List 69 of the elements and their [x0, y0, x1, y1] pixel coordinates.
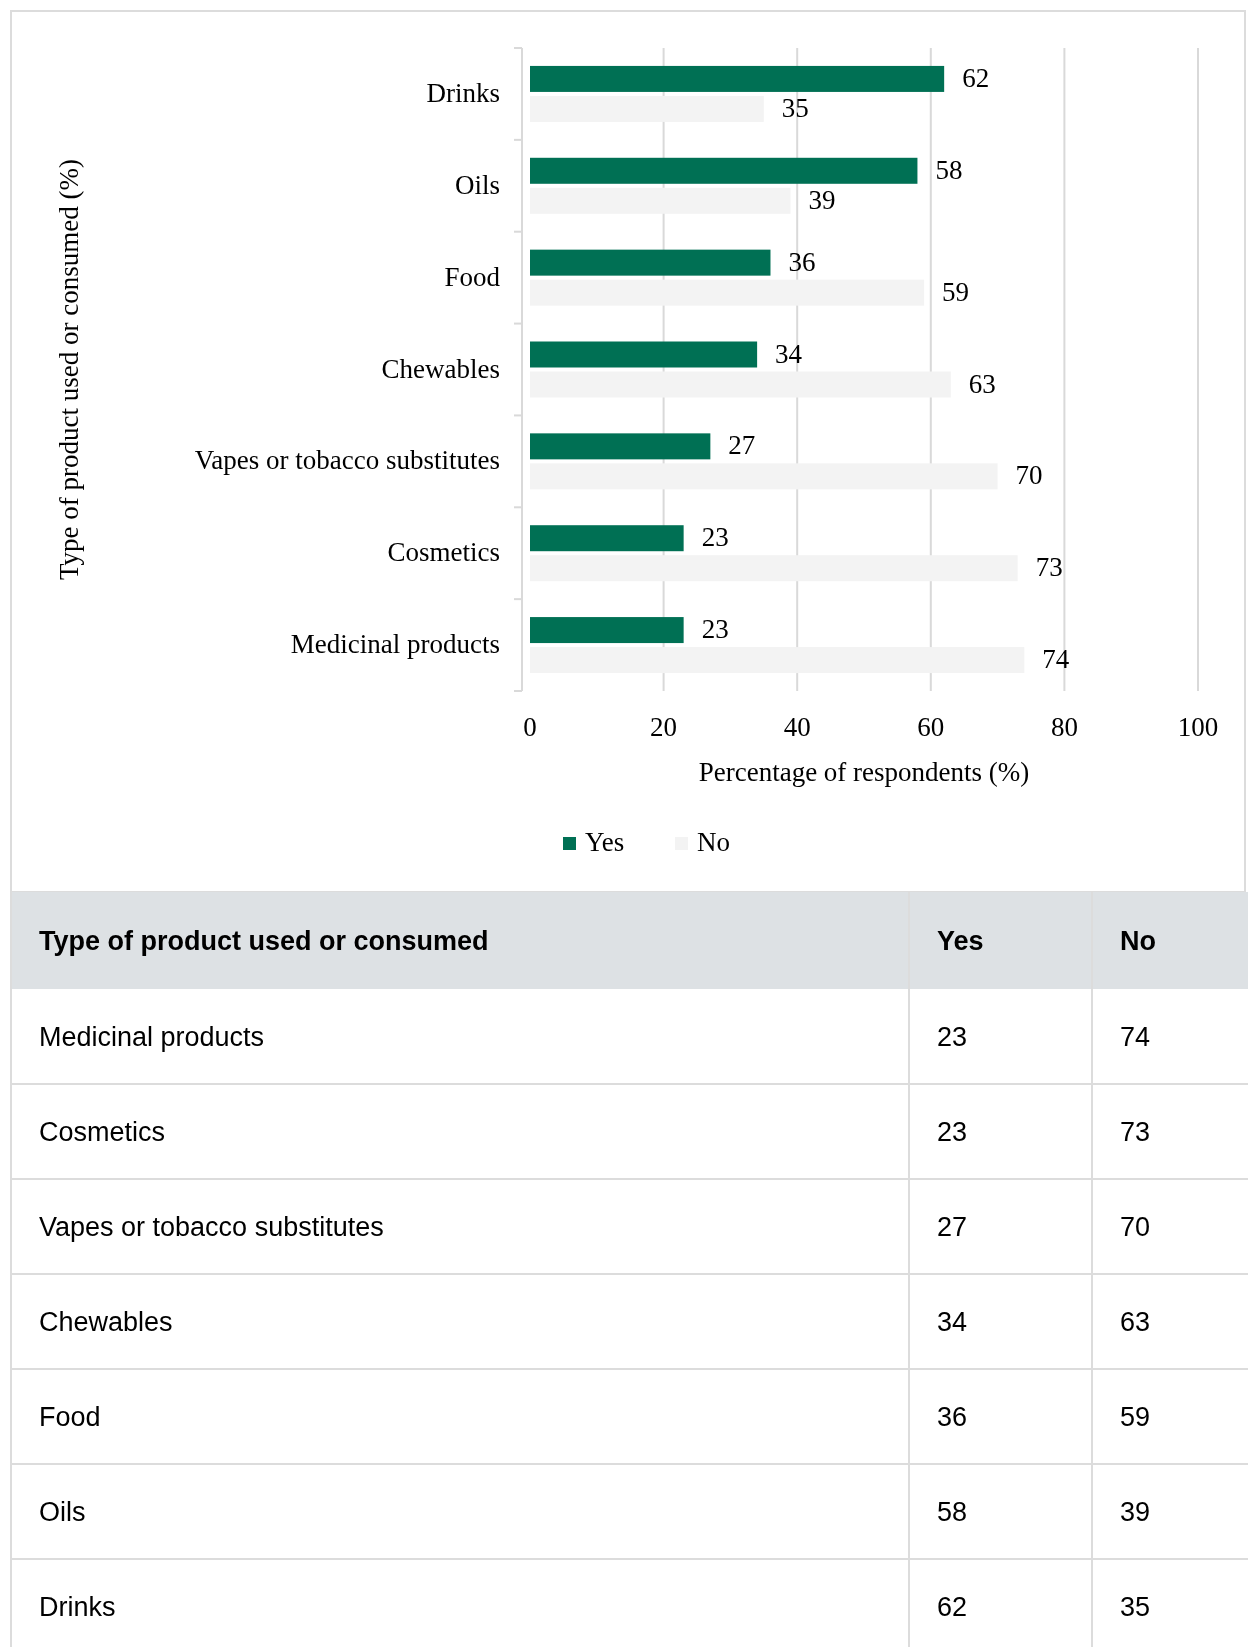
data-label: 34 [937, 1306, 968, 1337]
bar [530, 647, 1025, 674]
x-tick-label: 20 [650, 712, 678, 742]
data-label: 58 [935, 154, 963, 185]
y-tick-label: Medicinal products [290, 629, 500, 660]
y-tick-label: Drinks [426, 77, 500, 108]
x-tick-label: 80 [1050, 712, 1078, 742]
x-axis-title: Percentage of respondents (%) [698, 757, 1030, 787]
text: Type of product used or consumed [39, 925, 489, 956]
data-label: 36 [788, 246, 816, 277]
category-label: Drinks [39, 1591, 116, 1622]
data-label: 73 [1035, 552, 1063, 583]
data-label: 63 [968, 368, 996, 399]
data-label: 63 [1120, 1306, 1151, 1337]
data-label: 36 [937, 1401, 968, 1432]
x-tick-label: 0 [523, 712, 537, 742]
category-label: Oils [39, 1496, 86, 1527]
data-label: 70 [1120, 1211, 1151, 1242]
data-label: 62 [962, 62, 990, 93]
bar [530, 95, 764, 122]
category-label: Medicinal products [39, 1021, 265, 1052]
bar [530, 617, 684, 644]
data-label: 23 [937, 1021, 968, 1052]
text: No [1120, 925, 1156, 956]
x-tick-label: 60 [917, 712, 945, 742]
data-label: 70 [1015, 460, 1043, 491]
bar [530, 525, 684, 552]
bar [530, 371, 951, 398]
bar [530, 279, 925, 306]
bar [530, 555, 1018, 582]
x-tick-label: 40 [783, 712, 811, 742]
data-label: 74 [1120, 1021, 1151, 1052]
data-label: 58 [937, 1496, 968, 1527]
bar [530, 65, 945, 92]
bar [530, 157, 918, 184]
data-label: 27 [937, 1211, 968, 1242]
data-label: 74 [1042, 644, 1070, 675]
data-label: 23 [937, 1116, 968, 1147]
x-tick-label: 100 [1177, 712, 1219, 742]
data-label: 59 [942, 276, 970, 307]
y-tick-label: Chewables [381, 353, 500, 384]
data-label: 23 [701, 522, 729, 553]
legend-label: No [697, 827, 730, 857]
data-label: 39 [808, 184, 836, 215]
data-label: 35 [1120, 1591, 1151, 1622]
data-label: 62 [937, 1591, 968, 1622]
data-label: 35 [781, 92, 809, 123]
data-label: 23 [701, 614, 729, 645]
bar [530, 341, 758, 368]
category-label: Chewables [39, 1306, 173, 1337]
bar [530, 433, 711, 460]
bar [530, 249, 771, 276]
data-label: 27 [728, 430, 756, 461]
text: Yes [937, 925, 984, 956]
category-label: Cosmetics [39, 1116, 166, 1147]
legend-label: Yes [585, 827, 625, 857]
data-label: 34 [775, 338, 803, 369]
data-label: 73 [1120, 1116, 1151, 1147]
data-label: 59 [1120, 1401, 1151, 1432]
y-tick-label: Food [444, 261, 501, 292]
bar [530, 463, 998, 490]
data-label: 39 [1120, 1496, 1151, 1527]
bar [530, 187, 791, 214]
y-tick-label: Vapes or tobacco substitutes [194, 445, 500, 476]
category-label: Vapes or tobacco substitutes [39, 1211, 384, 1242]
category-label: Food [39, 1401, 101, 1432]
y-tick-label: Oils [454, 169, 500, 200]
y-tick-label: Cosmetics [387, 537, 500, 568]
y-axis-title: Type of product used or consumed (%) [54, 159, 84, 580]
